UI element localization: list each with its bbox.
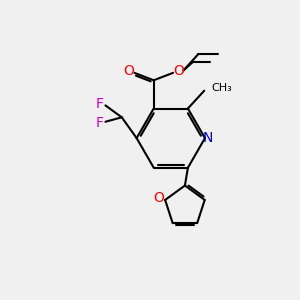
Text: F: F — [96, 97, 104, 111]
Text: O: O — [153, 190, 164, 205]
Text: N: N — [202, 131, 213, 145]
Text: O: O — [173, 64, 184, 78]
Text: O: O — [123, 64, 134, 78]
Text: F: F — [96, 116, 104, 130]
Text: CH₃: CH₃ — [212, 83, 232, 93]
